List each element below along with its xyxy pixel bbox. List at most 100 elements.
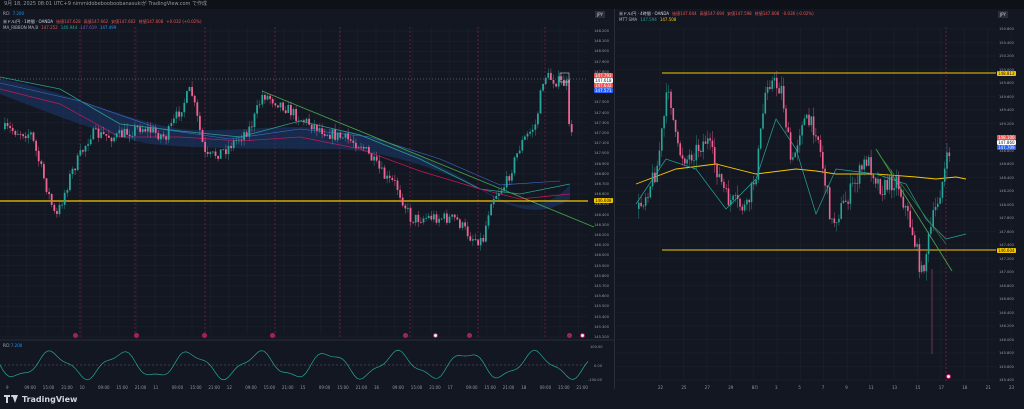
candle-body xyxy=(440,218,443,220)
candle-body xyxy=(918,244,921,272)
price-axis-label: 149.400 xyxy=(999,108,1014,112)
sma-line xyxy=(635,163,967,185)
candle-body xyxy=(769,87,771,89)
sub-name[interactable]: RCI xyxy=(3,343,10,348)
candle-body xyxy=(524,136,526,140)
candle-body xyxy=(180,112,183,117)
time-axis-label: 17 xyxy=(447,385,453,389)
candle-body xyxy=(347,133,349,140)
mtt-sma-name[interactable]: MTT SMA xyxy=(619,17,638,22)
right-symbol[interactable]: 米ドル/円 · 4時間 · OANDA xyxy=(619,11,670,16)
price-axis-label: 150.200 xyxy=(999,54,1014,58)
candle-body xyxy=(651,172,654,187)
candle-body xyxy=(217,155,219,159)
price-axis-label: 150.400 xyxy=(999,40,1014,45)
trend-line xyxy=(875,148,953,272)
price-axis-label: 148.800 xyxy=(999,148,1014,153)
candle-body xyxy=(344,133,347,138)
right-low: 安値147.598 xyxy=(727,11,752,16)
footer: TradingView xyxy=(0,389,1024,409)
candle-body xyxy=(258,104,261,106)
ma-ribbon-name[interactable]: MA_RIBBON MA,B xyxy=(3,25,39,30)
price-axis-label: 146.300 xyxy=(594,222,609,227)
candle-body xyxy=(360,146,362,148)
candle-body xyxy=(697,144,700,152)
candle-body xyxy=(670,91,672,109)
candle-body xyxy=(43,164,45,179)
price-axis-label: 146.600 xyxy=(594,192,609,197)
time-axis-label: 5 xyxy=(798,385,801,389)
price-axis-label: 148.000 xyxy=(594,49,609,54)
right-currency[interactable]: JPY xyxy=(998,11,1008,18)
time-axis-label: 22 xyxy=(658,385,664,389)
candle-body xyxy=(487,215,490,226)
candle-body xyxy=(771,80,773,89)
candle-body xyxy=(225,149,227,155)
price-axis-label: 147.200 xyxy=(999,256,1014,261)
candle-body xyxy=(165,136,167,140)
candle-body xyxy=(45,178,48,192)
candle-body xyxy=(438,218,440,223)
left-high: 高値147.662 xyxy=(83,19,109,24)
candle-body xyxy=(131,135,134,137)
price-axis-label: 146.900 xyxy=(594,161,609,166)
candle-body xyxy=(417,214,420,223)
candle-body xyxy=(739,198,741,207)
candle-body xyxy=(318,128,321,131)
left-currency[interactable]: JPY xyxy=(595,11,605,18)
candle-body xyxy=(284,110,287,113)
price-axis-label: 148.600 xyxy=(999,162,1014,166)
candle-body xyxy=(858,165,861,184)
candle-body xyxy=(932,210,934,227)
tradingview-brand[interactable]: TradingView xyxy=(4,395,77,404)
candle-body xyxy=(368,147,370,154)
candle-body xyxy=(414,214,417,223)
candle-body xyxy=(902,196,905,208)
right-chart-pane[interactable]: 米ドル/円 · 4時間 · OANDA 始値147.644 高値147.694 … xyxy=(616,9,1024,389)
time-axis-label: 09:00 xyxy=(539,385,552,389)
time-axis-label: 3 xyxy=(775,385,778,389)
time-axis-label: 09:00 xyxy=(392,385,404,389)
candle-body xyxy=(271,99,274,104)
candle-body xyxy=(383,167,386,179)
time-axis-label: 9 xyxy=(845,385,848,389)
right-chart-canvas[interactable] xyxy=(616,9,1024,389)
candle-body xyxy=(154,128,157,133)
candle-body xyxy=(292,108,295,116)
candle-body xyxy=(365,147,368,149)
candle-body xyxy=(642,205,645,207)
candle-body xyxy=(373,156,375,161)
time-axis-label: 09:00 xyxy=(245,385,257,389)
event-marker-icon xyxy=(433,333,438,338)
price-axis-label: 147.600 xyxy=(999,229,1014,234)
candle-body xyxy=(342,137,344,139)
time-axis-label: 18 xyxy=(962,385,968,389)
event-marker-icon[interactable] xyxy=(946,374,951,379)
candle-body xyxy=(531,129,534,132)
left-chart-canvas[interactable] xyxy=(0,9,614,389)
candle-body xyxy=(925,254,928,272)
candle-body xyxy=(266,95,269,100)
time-axis-label: 15:00 xyxy=(410,385,423,389)
candle-body xyxy=(529,131,531,134)
candle-body xyxy=(718,174,721,178)
price-axis-label: 147.200 xyxy=(594,131,609,135)
event-marker-icon xyxy=(270,333,275,338)
candle-body xyxy=(448,216,451,223)
candle-body xyxy=(840,203,842,219)
candle-body xyxy=(734,195,737,196)
left-symbol[interactable]: 米ドル/円 · 1時間 · OANDA xyxy=(3,19,54,24)
candle-body xyxy=(674,119,677,132)
candle-body xyxy=(35,140,37,151)
candle-body xyxy=(565,79,568,86)
time-axis-label: 21:00 xyxy=(576,385,588,389)
time-axis-label: 21:00 xyxy=(502,385,515,389)
left-chart-pane[interactable]: RCI 7.200 米ドル/円 · 1時間 · OANDA 始値147.628 高… xyxy=(0,9,615,389)
candle-body xyxy=(420,222,422,223)
candle-body xyxy=(868,157,870,166)
candle-body xyxy=(803,118,806,126)
candle-body xyxy=(505,176,508,188)
candle-body xyxy=(759,128,762,149)
candle-body xyxy=(274,103,277,106)
candle-body xyxy=(490,204,492,216)
